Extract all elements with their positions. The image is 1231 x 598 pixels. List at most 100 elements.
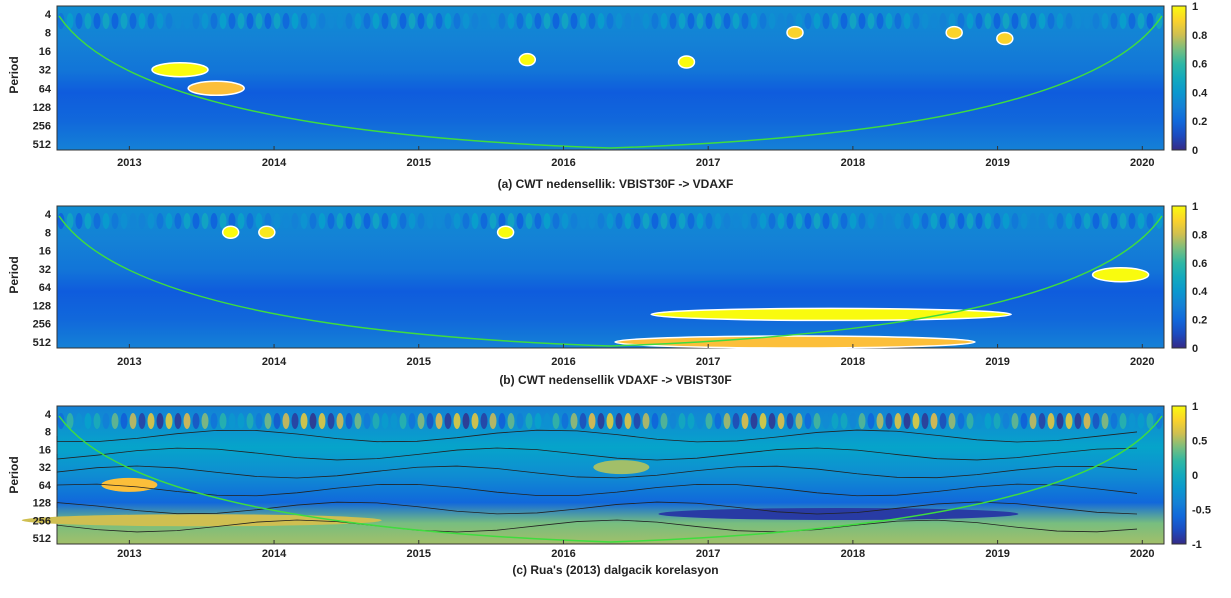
texture-blob <box>507 213 515 229</box>
texture-blob <box>669 413 677 429</box>
texture-blob <box>1029 213 1037 229</box>
texture-blob <box>291 413 299 429</box>
texture-blob <box>120 213 128 229</box>
texture-blob <box>489 13 497 29</box>
texture-blob <box>840 213 848 229</box>
colorbar-tick-label-b: 0.4 <box>1192 286 1208 298</box>
contour-line <box>56 447 1138 461</box>
texture-blob <box>453 213 461 229</box>
texture-blob <box>525 13 533 29</box>
significant-region-a-0 <box>151 61 209 78</box>
texture-blob <box>858 13 866 29</box>
texture-blob <box>615 413 623 429</box>
ytick-label-c: 32 <box>39 462 51 474</box>
texture-blob <box>1002 13 1010 29</box>
texture-blob <box>1029 13 1037 29</box>
texture-blob <box>417 13 425 29</box>
texture-blob <box>111 13 119 29</box>
texture-blob <box>219 413 227 429</box>
texture-blob <box>84 13 92 29</box>
texture-blob <box>147 13 155 29</box>
texture-blob <box>606 213 614 229</box>
texture-blob <box>1119 413 1127 429</box>
texture-blob <box>516 413 524 429</box>
texture-blob <box>813 413 821 429</box>
texture-blob <box>966 413 974 429</box>
contour-line <box>56 465 1138 479</box>
texture-blob <box>579 13 587 29</box>
texture-blob <box>66 213 74 229</box>
texture-blob <box>381 213 389 229</box>
texture-blob <box>876 413 884 429</box>
texture-blob <box>1065 13 1073 29</box>
texture-blob <box>867 413 875 429</box>
texture-blob <box>444 213 452 229</box>
texture-blob <box>282 213 290 229</box>
texture-blob <box>426 213 434 229</box>
texture-blob <box>1101 13 1109 29</box>
texture-blob <box>66 13 74 29</box>
colorbar-tick-label-a: 0.2 <box>1192 116 1207 128</box>
texture-blob <box>975 13 983 29</box>
texture-blob <box>741 13 749 29</box>
texture-blob <box>264 413 272 429</box>
texture-blob <box>588 213 596 229</box>
texture-blob <box>237 413 245 429</box>
texture-blob <box>867 13 875 29</box>
texture-blob <box>264 13 272 29</box>
texture-blob <box>480 213 488 229</box>
texture-blob <box>228 213 236 229</box>
texture-blob <box>336 13 344 29</box>
texture-blob <box>1002 413 1010 429</box>
texture-blob <box>75 213 83 229</box>
texture-blob <box>399 413 407 429</box>
texture-blob <box>84 213 92 229</box>
plot-background-b <box>56 205 1165 349</box>
texture-blob <box>453 13 461 29</box>
texture-blob <box>264 213 272 229</box>
texture-blob <box>876 213 884 229</box>
texture-blob <box>1101 213 1109 229</box>
panel-b: 4 8 16 32 64 128 256 512 2013 2014 2015 2016 2017 201… <box>0 200 1231 398</box>
texture-blob <box>624 13 632 29</box>
significant-region-a-2 <box>518 52 537 67</box>
texture-blob <box>552 213 560 229</box>
ytick-label-c: 128 <box>33 498 51 510</box>
texture-blob <box>678 213 686 229</box>
texture-blob <box>1083 213 1091 229</box>
texture-blob <box>489 413 497 429</box>
texture-blob <box>885 213 893 229</box>
texture-blob <box>345 413 353 429</box>
texture-blob <box>921 213 929 229</box>
texture-blob <box>876 13 884 29</box>
ytick-label-b: 32 <box>39 264 51 276</box>
texture-blob <box>894 213 902 229</box>
plot-background-a <box>56 5 1165 151</box>
texture-blob <box>552 413 560 429</box>
texture-blob <box>669 13 677 29</box>
texture-blob <box>813 13 821 29</box>
ytick-label-b: 512 <box>33 337 51 349</box>
texture-blob <box>939 13 947 29</box>
xtick-label-b: 2014 <box>262 356 287 368</box>
panel-c: 4 8 16 32 64 128 256 512 2013 2014 2015 2016 2017 201… <box>0 400 1231 598</box>
texture-blob <box>741 213 749 229</box>
colorbar-tick-label-b: 0.8 <box>1192 229 1207 241</box>
xtick-label-b: 2016 <box>551 356 575 368</box>
texture-blob <box>327 13 335 29</box>
texture-blob <box>453 413 461 429</box>
texture-blob <box>363 13 371 29</box>
texture-blob <box>471 413 479 429</box>
texture-blob <box>885 413 893 429</box>
texture-blob <box>1083 413 1091 429</box>
texture-blob <box>696 213 704 229</box>
texture-blob <box>660 13 668 29</box>
texture-blob <box>273 413 281 429</box>
texture-blob <box>300 413 308 429</box>
texture-blob <box>1128 413 1136 429</box>
significant-region-a-4 <box>786 25 804 40</box>
texture-blob <box>309 413 317 429</box>
texture-blob <box>84 413 92 429</box>
contour-line <box>56 519 1138 533</box>
colorbar-tick-label-b: 0 <box>1192 343 1198 355</box>
